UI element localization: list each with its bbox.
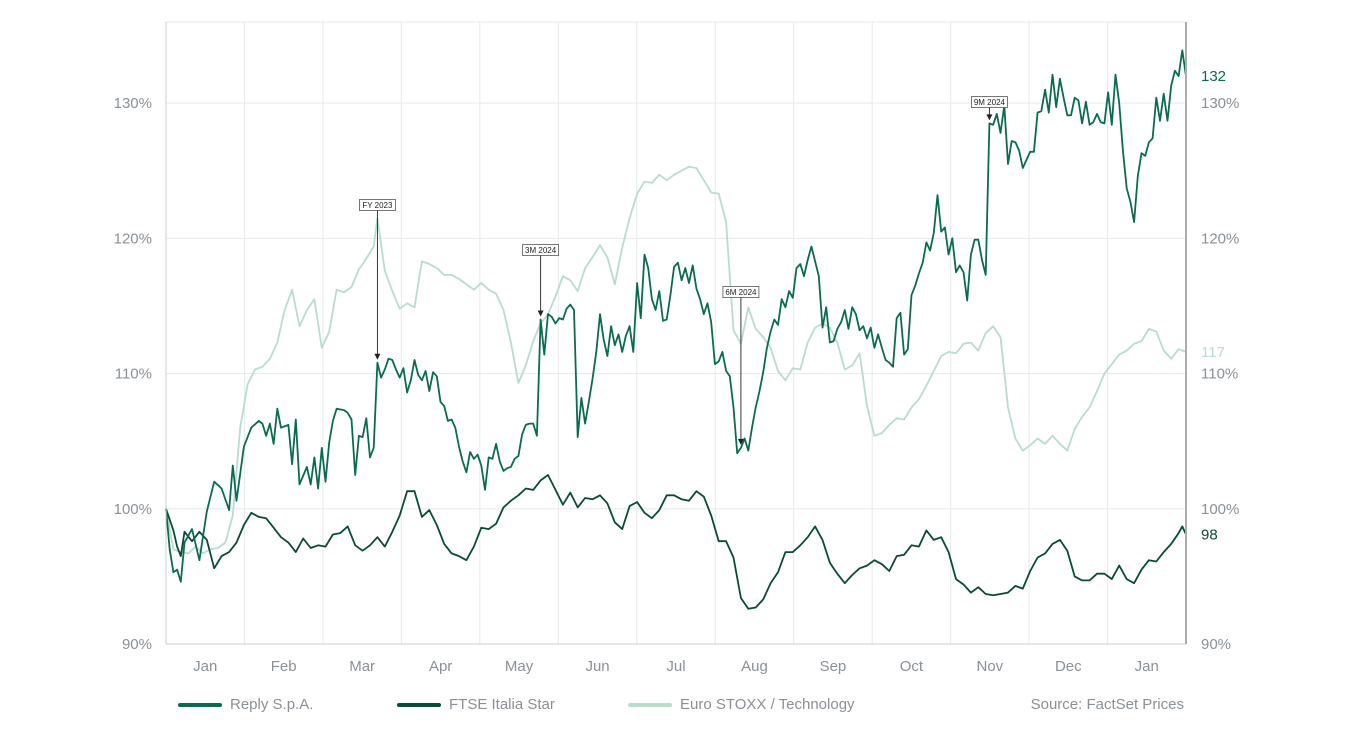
annotation-box — [359, 199, 396, 211]
annotation-label: 3M 2024 — [525, 246, 557, 255]
x-tick-label: Sep — [820, 658, 847, 675]
x-tick-label: Apr — [429, 658, 452, 675]
y-tick-label-left: 110% — [115, 366, 152, 383]
source-note: Source: FactSet Prices — [1030, 696, 1184, 713]
annotation-box — [522, 244, 560, 256]
y-tick-label-right: 110% — [1201, 366, 1238, 383]
legend-item-stoxx[interactable]: Euro STOXX / Technology — [628, 696, 855, 713]
x-tick-label: Jan — [1135, 658, 1159, 675]
line-chart: FY 2023 3M 2024 6M 2024 9M 2024 90% 90% 100% 1… — [114, 21, 1239, 675]
x-tick-label: May — [505, 658, 534, 675]
x-tick-label: Oct — [900, 658, 924, 675]
annotation-arrowhead — [986, 114, 993, 121]
y-tick-label-right: 130% — [1201, 95, 1239, 112]
y-tick-label-left: 100% — [114, 501, 152, 518]
legend: Reply S.p.A. FTSE Italia Star Euro STOXX… — [0, 696, 1352, 718]
series-lines — [165, 49, 1187, 610]
y-tick-label-right: 90% — [1201, 636, 1231, 653]
series-line-reply — [165, 49, 1187, 583]
legend-label-stoxx: Euro STOXX / Technology — [680, 696, 855, 713]
x-tick-label: Feb — [271, 658, 297, 675]
series-line-ftse-italia-star — [165, 474, 1187, 610]
y-tick-label-left: 130% — [114, 95, 152, 112]
legend-swatch-stoxx — [628, 702, 672, 707]
legend-swatch-ftse — [397, 702, 441, 707]
y-tick-label-left: 120% — [114, 230, 152, 247]
end-value-label: 98 — [1201, 526, 1218, 543]
annotation-label: 6M 2024 — [725, 288, 757, 297]
annotation-arrowhead — [374, 353, 381, 360]
x-tick-label: Jul — [666, 658, 685, 675]
annotations: FY 2023 3M 2024 6M 2024 9M 2024 — [359, 96, 1008, 445]
annotation-box — [971, 96, 1008, 108]
x-tick-label: Jun — [585, 658, 609, 675]
legend-label-reply: Reply S.p.A. — [230, 696, 314, 713]
x-tick-label: Aug — [741, 658, 768, 675]
annotation-arrowhead — [537, 310, 544, 317]
annotation-box — [722, 286, 760, 298]
x-tick-label: Nov — [977, 658, 1004, 675]
y-tick-label-left: 90% — [122, 636, 152, 653]
x-tick-label: Dec — [1055, 658, 1082, 675]
x-tick-label: Mar — [349, 658, 375, 675]
series-line-euro-stoxx-technology — [165, 165, 1187, 555]
legend-item-ftse[interactable]: FTSE Italia Star — [397, 696, 555, 713]
legend-label-ftse: FTSE Italia Star — [449, 696, 555, 713]
annotation-arrowhead — [737, 438, 744, 445]
x-tick-label: Jan — [193, 658, 217, 675]
end-value-label: 117 — [1201, 344, 1225, 361]
axes: 90% 90% 100% 100% 110% 110% 120% 120% 130% 130% Ja… — [114, 22, 1239, 675]
legend-item-reply[interactable]: Reply S.p.A. — [178, 696, 313, 713]
y-tick-label-right: 100% — [1201, 501, 1239, 518]
end-value-label: 132 — [1201, 68, 1226, 85]
annotation-label: 9M 2024 — [974, 98, 1006, 107]
annotation-label: FY 2023 — [362, 201, 393, 210]
grid-lines — [165, 21, 1187, 645]
legend-swatch-reply — [178, 702, 222, 707]
y-tick-label-right: 120% — [1201, 230, 1239, 247]
